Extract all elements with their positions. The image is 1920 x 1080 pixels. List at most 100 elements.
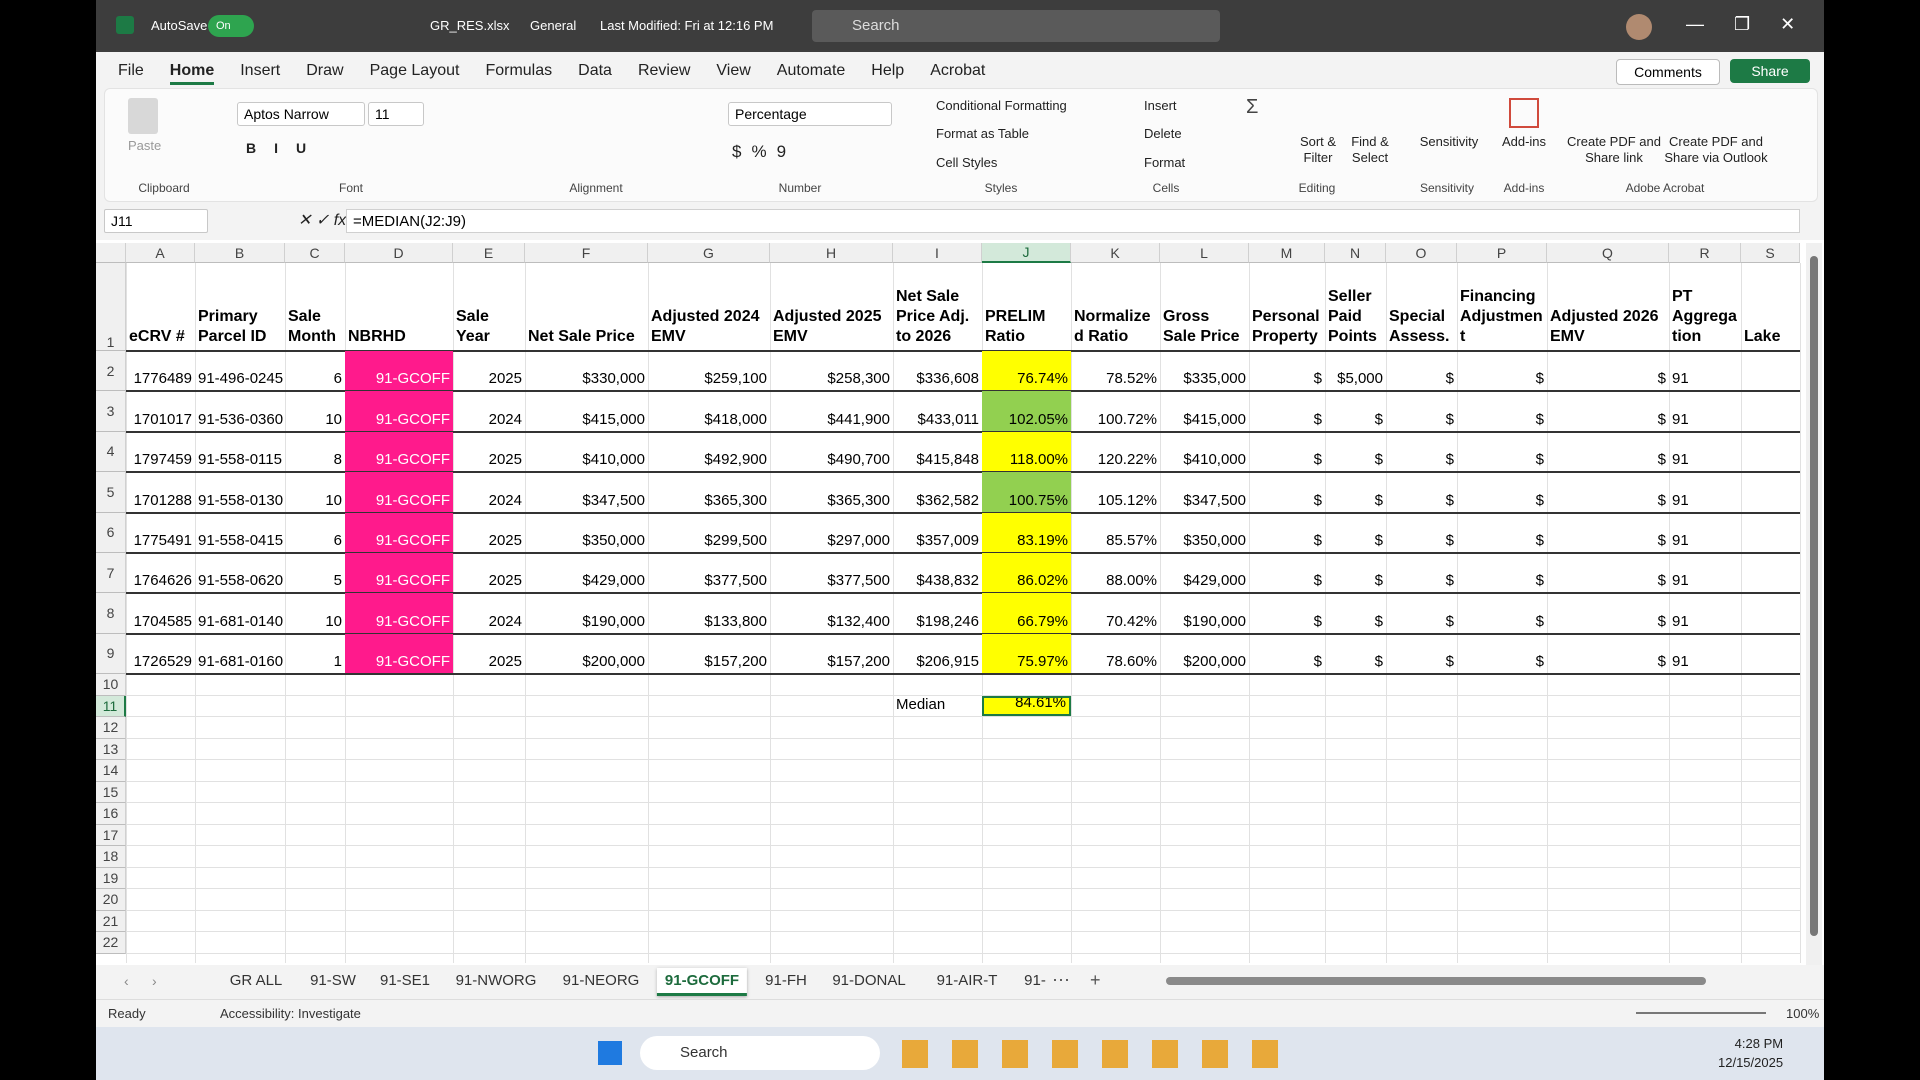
insert-button[interactable]: Insert [1144, 98, 1177, 113]
data-cell[interactable]: 120.22% [1097, 451, 1157, 469]
data-cell[interactable]: $ [1657, 410, 1666, 428]
data-cell[interactable]: $ [1313, 612, 1322, 630]
data-cell[interactable]: $132,400 [827, 612, 890, 630]
menu-tab[interactable]: View [716, 62, 751, 79]
sheet-tab[interactable]: GR ALL [229, 972, 283, 989]
data-cell[interactable]: $347,500 [582, 491, 645, 509]
row-header[interactable]: 11 [96, 695, 126, 718]
data-cell[interactable]: $ [1657, 451, 1666, 469]
tab-nav[interactable]: ‹ › [124, 973, 157, 989]
data-cell[interactable]: $ [1535, 370, 1544, 388]
sheet-tab[interactable]: 91-DONAL [832, 972, 906, 989]
paste-button[interactable]: Paste [128, 138, 162, 153]
row-header[interactable]: 7 [96, 553, 126, 594]
data-cell[interactable]: $157,200 [827, 653, 890, 671]
data-cell[interactable]: $299,500 [704, 531, 767, 549]
row-header[interactable]: 8 [96, 593, 126, 634]
data-cell[interactable]: $ [1657, 491, 1666, 509]
row-header[interactable]: 2 [96, 351, 126, 392]
header-cell[interactable]: Adjusted 2025 EMV [773, 308, 882, 345]
data-cell[interactable]: $ [1374, 653, 1383, 671]
data-cell[interactable]: 105.12% [1097, 491, 1157, 509]
data-cell[interactable]: 66.79% [982, 593, 1071, 633]
data-cell[interactable]: 2024 [488, 491, 522, 509]
data-cell[interactable]: 2025 [488, 531, 522, 549]
column-header[interactable]: M [1249, 243, 1325, 263]
sort-filter[interactable]: Sort & Filter [1299, 134, 1337, 165]
data-cell[interactable]: $347,500 [1183, 491, 1246, 509]
data-cell[interactable]: 1776489 [133, 370, 192, 388]
data-cell[interactable]: $ [1445, 531, 1454, 549]
data-cell[interactable]: 100.75% [982, 472, 1071, 512]
data-cell[interactable]: 6 [333, 370, 342, 388]
font-size-box[interactable]: 11 [368, 102, 424, 126]
data-cell[interactable]: 91 [1672, 370, 1689, 388]
row-header[interactable]: 3 [96, 391, 126, 432]
row-header[interactable]: 13 [96, 738, 126, 761]
data-cell[interactable]: $415,000 [1183, 410, 1246, 428]
header-cell[interactable]: Gross Sale Price [1163, 308, 1240, 345]
data-cell[interactable]: 1775491 [133, 531, 192, 549]
autosum-icon[interactable]: Σ [1246, 96, 1259, 118]
clock[interactable]: 4:28 PM 12/15/2025 [1718, 1034, 1783, 1072]
data-cell[interactable]: 78.60% [1106, 653, 1157, 671]
data-cell[interactable]: 91 [1672, 451, 1689, 469]
data-cell[interactable]: 91 [1672, 572, 1689, 590]
data-cell[interactable]: $ [1445, 612, 1454, 630]
header-cell[interactable]: Sale Month [288, 308, 336, 345]
header-cell[interactable]: Seller Paid Points [1328, 288, 1377, 345]
data-cell[interactable]: $ [1535, 491, 1544, 509]
sheet-tab[interactable]: 91-AIR-T [936, 972, 998, 989]
row-header[interactable]: 22 [96, 932, 126, 954]
data-cell[interactable]: $ [1374, 491, 1383, 509]
data-cell[interactable]: 91-GCOFF [345, 431, 453, 472]
data-cell[interactable]: $ [1313, 370, 1322, 388]
median-value[interactable]: 84.61% [982, 695, 1071, 717]
accessibility-status[interactable]: Accessibility: Investigate [220, 1006, 361, 1021]
share-button[interactable]: Share [1730, 59, 1810, 83]
sheet-tab[interactable]: 91-SW [310, 972, 356, 989]
column-header[interactable]: C [285, 243, 345, 263]
format-as-table[interactable]: Format as Table [936, 126, 1029, 141]
data-cell[interactable]: $ [1313, 451, 1322, 469]
data-cell[interactable]: 91-536-0360 [198, 410, 284, 428]
column-header[interactable]: D [345, 243, 453, 263]
scroll-thumb[interactable] [1810, 256, 1818, 936]
column-header[interactable]: B [195, 243, 285, 263]
data-cell[interactable]: 91-496-0245 [198, 370, 284, 388]
header-cell[interactable]: PT Aggregation [1672, 288, 1737, 345]
data-cell[interactable]: 1701288 [133, 491, 192, 509]
header-cell[interactable]: Primary Parcel ID [198, 308, 267, 345]
data-cell[interactable]: 76.74% [982, 351, 1071, 391]
data-cell[interactable]: 91-GCOFF [345, 351, 453, 391]
column-header[interactable]: H [770, 243, 893, 263]
data-cell[interactable]: 91-681-0140 [198, 612, 284, 630]
data-cell[interactable]: 1797459 [133, 451, 192, 469]
row-header[interactable]: 6 [96, 512, 126, 553]
row-header[interactable]: 18 [96, 846, 126, 868]
data-cell[interactable]: $ [1535, 653, 1544, 671]
window-controls[interactable]: — ❐ ✕ [1686, 14, 1796, 34]
data-cell[interactable]: 91-558-0115 [198, 451, 282, 469]
data-cell[interactable]: 1 [333, 653, 342, 671]
data-cell[interactable]: 2025 [488, 451, 522, 469]
menu-tab[interactable]: Help [871, 62, 905, 79]
data-cell[interactable]: $ [1374, 451, 1383, 469]
data-cell[interactable]: 5 [333, 572, 342, 590]
header-cell[interactable]: Sale Year [456, 308, 490, 345]
data-cell[interactable]: $157,200 [704, 653, 767, 671]
avatar[interactable] [1626, 14, 1652, 40]
data-cell[interactable]: 85.57% [1106, 531, 1157, 549]
menu-tab[interactable]: Data [578, 62, 612, 79]
row-header[interactable]: 16 [96, 803, 126, 825]
data-cell[interactable]: $410,000 [582, 451, 645, 469]
data-cell[interactable]: $ [1535, 531, 1544, 549]
zoom-slider[interactable] [1636, 1012, 1766, 1014]
data-cell[interactable]: $ [1313, 572, 1322, 590]
column-header[interactable]: P [1457, 243, 1547, 263]
data-cell[interactable]: $377,500 [704, 572, 767, 590]
data-cell[interactable]: 10 [325, 491, 342, 509]
row-header[interactable]: 12 [96, 717, 126, 739]
data-cell[interactable]: 78.52% [1106, 370, 1157, 388]
data-cell[interactable]: $362,582 [916, 491, 979, 509]
